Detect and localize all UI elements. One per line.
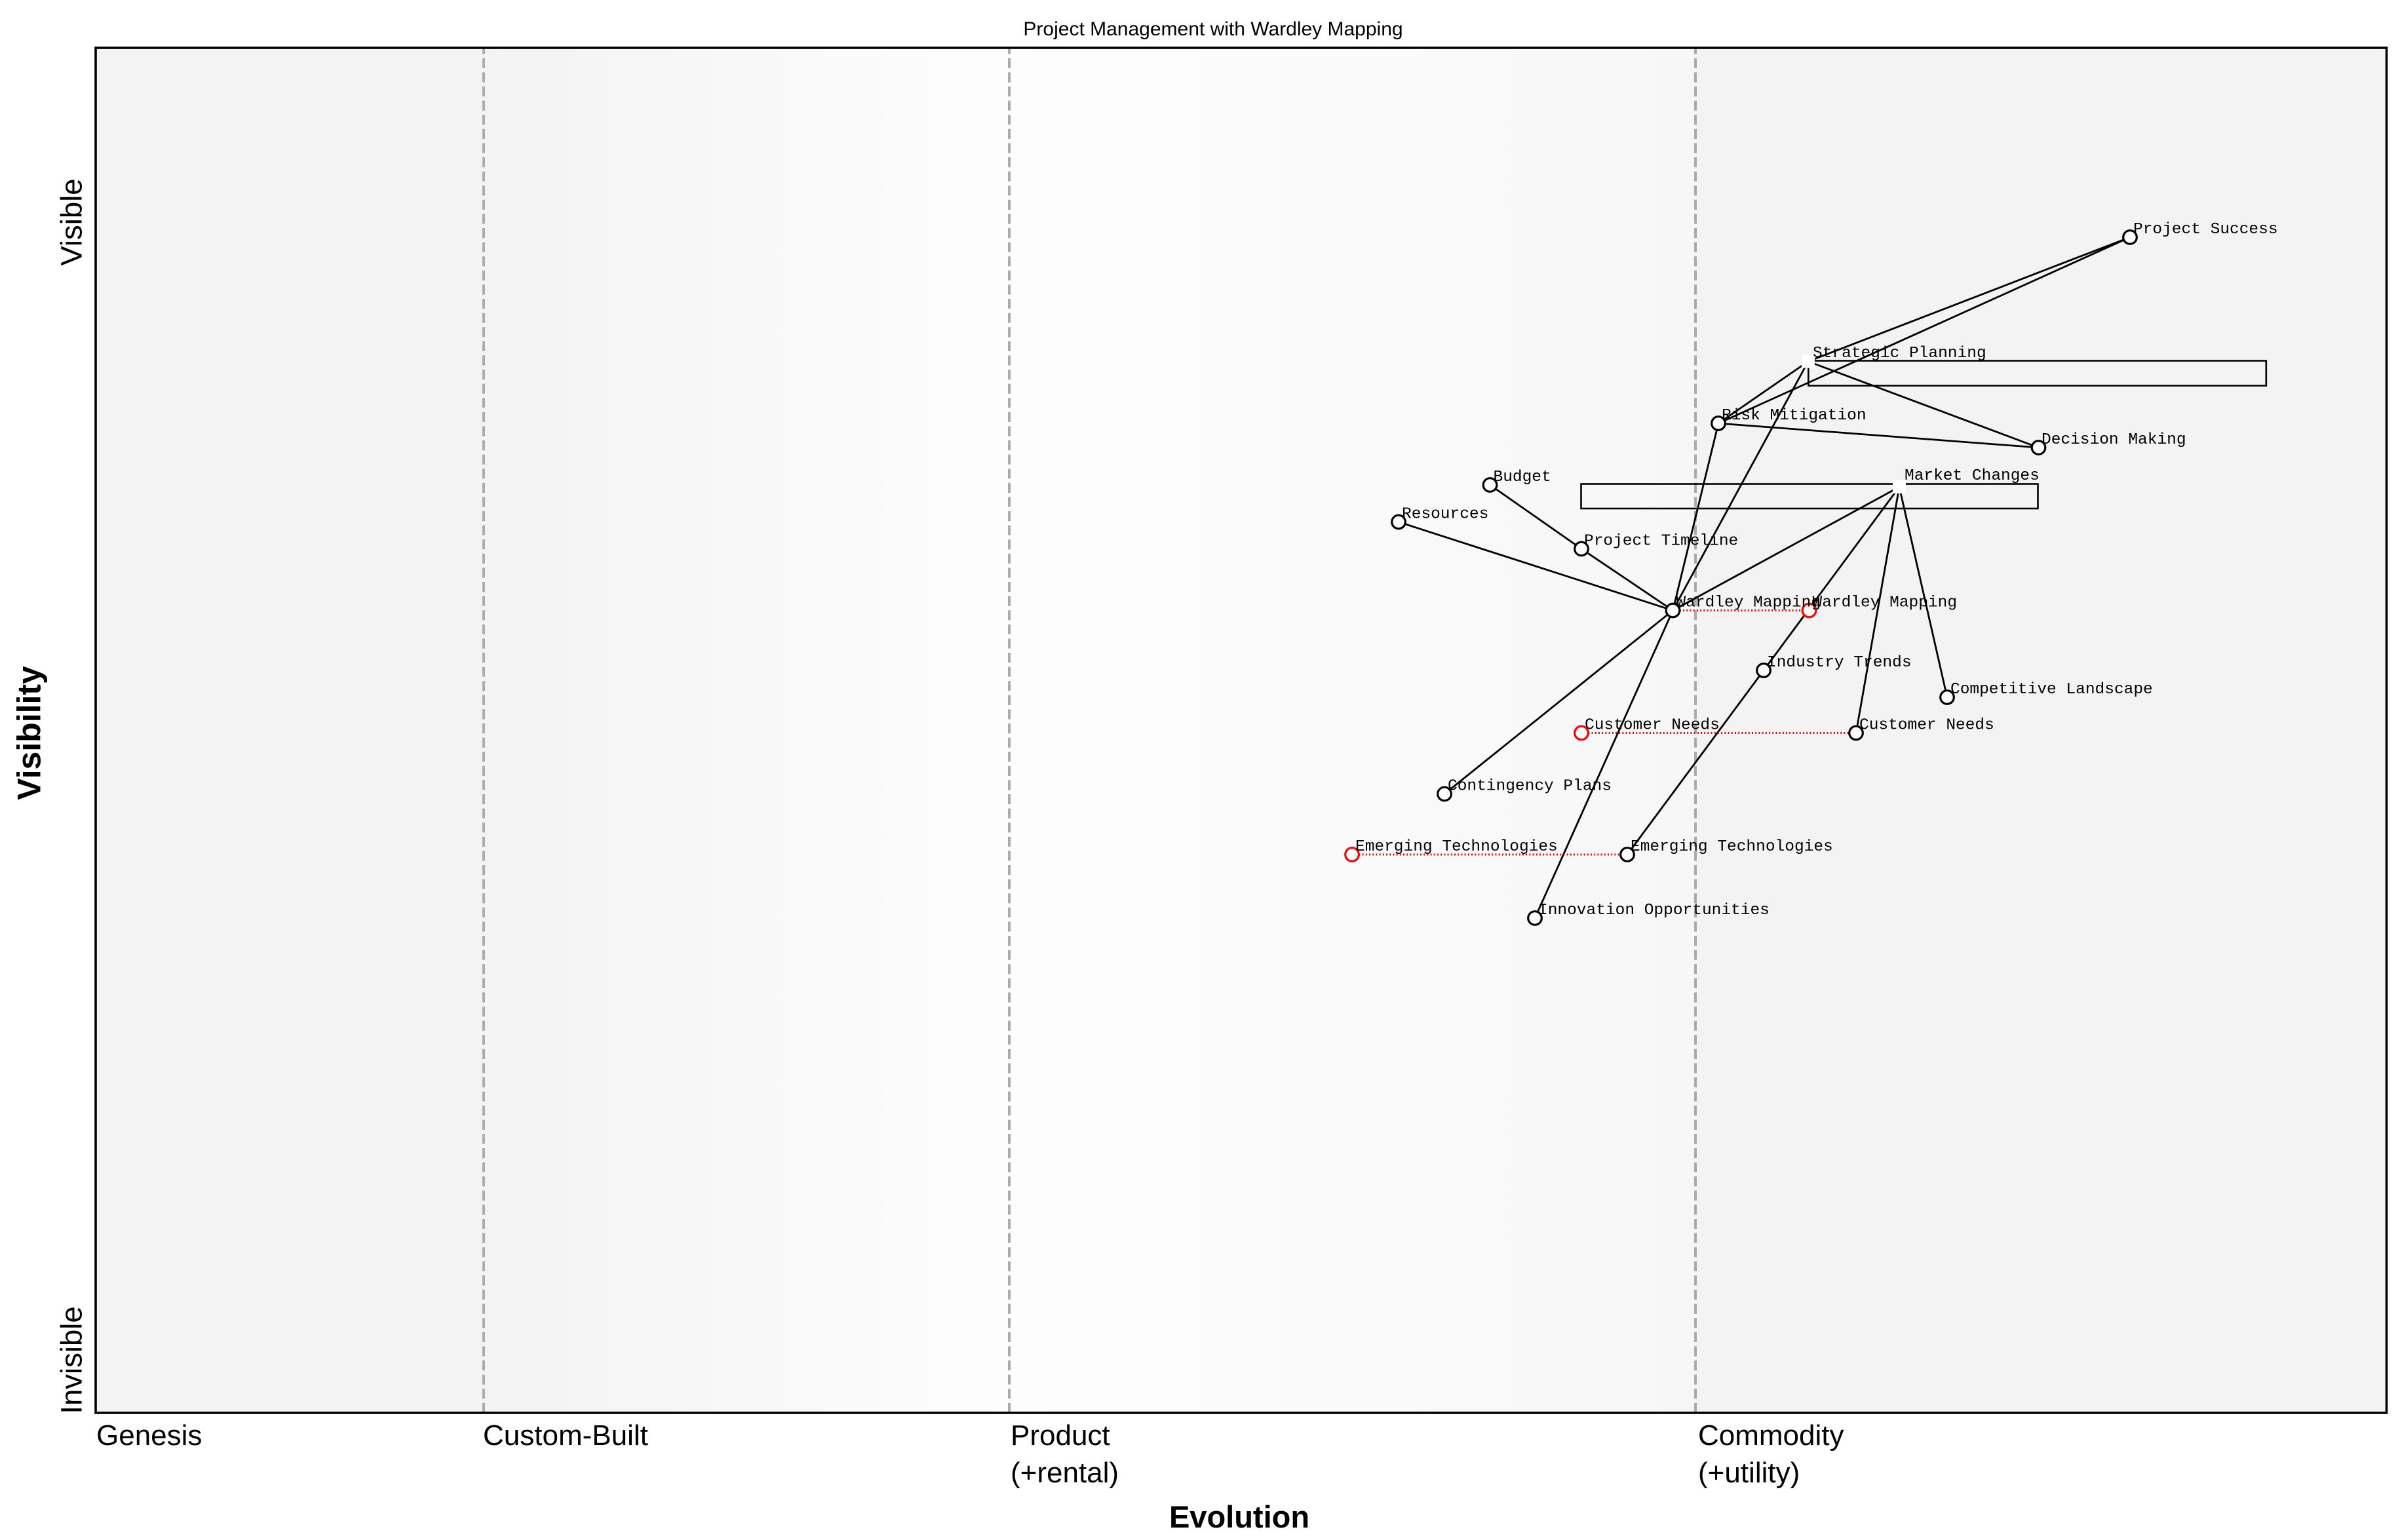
svg-text:Decision Making: Decision Making xyxy=(2042,431,2186,449)
svg-text:Product: Product xyxy=(1011,1419,1110,1452)
svg-text:Customer Needs: Customer Needs xyxy=(1859,717,1994,735)
svg-text:Strategic Planning: Strategic Planning xyxy=(1813,345,1986,362)
svg-text:Industry Trends: Industry Trends xyxy=(1767,654,1912,672)
svg-text:Wardley Mapping: Wardley Mapping xyxy=(1676,594,1821,612)
svg-text:(+rental): (+rental) xyxy=(1011,1457,1119,1489)
svg-text:Project Success: Project Success xyxy=(2133,221,2278,239)
svg-text:Genesis: Genesis xyxy=(96,1419,202,1452)
svg-text:Visibility: Visibility xyxy=(11,666,48,800)
svg-text:Custom-Built: Custom-Built xyxy=(483,1419,648,1452)
svg-text:Wardley Mapping: Wardley Mapping xyxy=(1813,594,1958,612)
svg-text:Market Changes: Market Changes xyxy=(1905,467,2040,485)
svg-text:(+utility): (+utility) xyxy=(1698,1457,1800,1489)
svg-text:Emerging Technologies: Emerging Technologies xyxy=(1355,838,1558,856)
svg-text:Project Timeline: Project Timeline xyxy=(1584,533,1738,550)
svg-text:Commodity: Commodity xyxy=(1698,1419,1844,1452)
svg-text:Project Management with Wardle: Project Management with Wardley Mapping xyxy=(1023,18,1403,40)
svg-text:Evolution: Evolution xyxy=(1169,1499,1309,1534)
svg-text:Contingency Plans: Contingency Plans xyxy=(1448,778,1612,796)
svg-text:Innovation Opportunities: Innovation Opportunities xyxy=(1538,902,1770,919)
svg-text:Emerging Technologies: Emerging Technologies xyxy=(1631,838,1833,856)
svg-text:Customer Needs: Customer Needs xyxy=(1585,717,1720,735)
svg-text:Visible: Visible xyxy=(55,178,88,265)
svg-text:Resources: Resources xyxy=(1402,506,1488,524)
svg-text:Risk Mitigation: Risk Mitigation xyxy=(1722,407,1867,425)
svg-text:Invisible: Invisible xyxy=(55,1306,88,1414)
svg-text:Budget: Budget xyxy=(1494,469,1551,486)
svg-text:Competitive Landscape: Competitive Landscape xyxy=(1950,681,2153,699)
